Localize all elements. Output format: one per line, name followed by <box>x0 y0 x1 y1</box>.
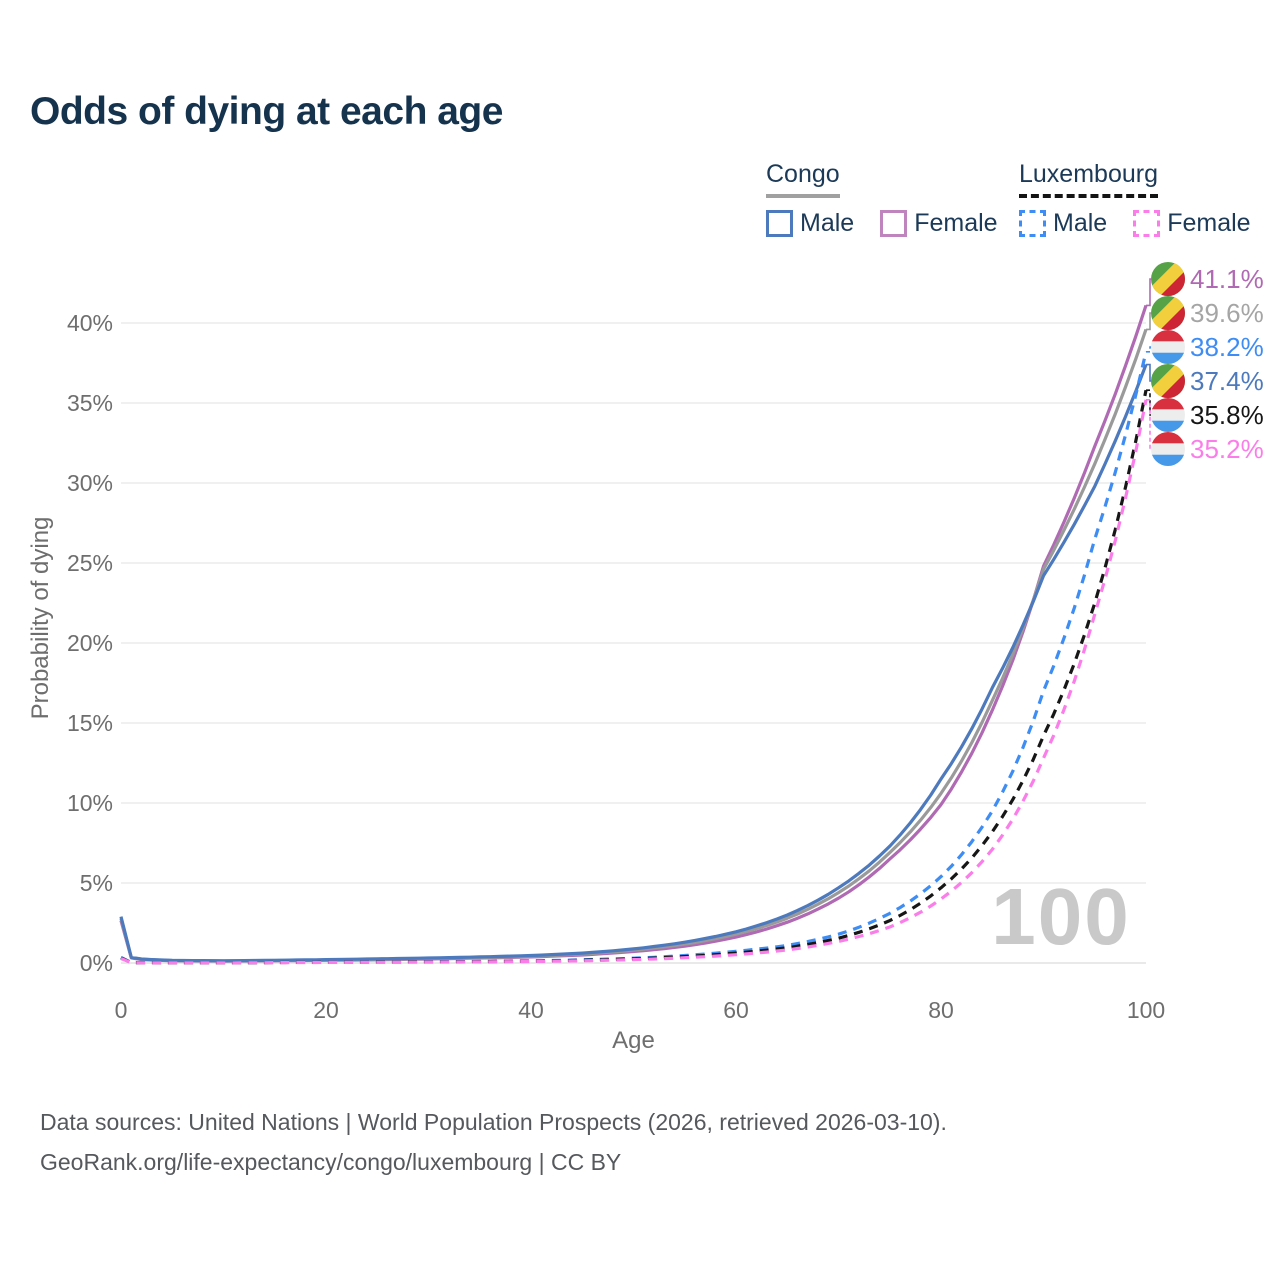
flag-part <box>1151 432 1185 444</box>
flag-part <box>1160 305 1185 330</box>
legend-title-congo[interactable]: Congo <box>766 160 840 198</box>
y-tick-label: 30% <box>67 470 113 496</box>
flag-part <box>1151 330 1185 342</box>
series-line-luxembourg-female[interactable] <box>120 399 1148 965</box>
leader-line-luxembourg-female <box>1146 399 1151 450</box>
congo-flag-icon <box>1151 262 1185 296</box>
x-axis-title: Age <box>612 1027 655 1054</box>
flag-part <box>1151 352 1185 364</box>
flag-part <box>1151 443 1185 455</box>
luxembourg-female-swatch-icon <box>1133 210 1161 237</box>
y-tick-label: 10% <box>67 790 113 816</box>
page-title: Odds of dying at each age <box>30 90 503 133</box>
y-axis-title: Probability of dying <box>27 517 54 720</box>
luxembourg-flag-icon <box>1151 432 1185 466</box>
x-tick-label: 20 <box>313 997 339 1023</box>
y-tick-label: 35% <box>67 390 113 416</box>
congo-male-swatch-icon <box>766 210 793 237</box>
flag-part <box>1151 454 1185 466</box>
y-tick-label: 15% <box>67 710 113 736</box>
end-value-label-luxembourg-both-sexes: 35.8% <box>1190 400 1264 430</box>
leader-line-luxembourg-male <box>1146 346 1151 353</box>
flag-part <box>1160 271 1185 296</box>
y-tick-label: 5% <box>80 870 113 896</box>
flag-part <box>1151 420 1185 432</box>
luxembourg-flag-icon <box>1151 330 1185 364</box>
luxembourg-flag-icon <box>1151 398 1185 432</box>
congo-flag-icon <box>1151 364 1185 398</box>
age-hover-watermark: 100 <box>991 872 1130 961</box>
leader-line-congo-both-sexes <box>1146 312 1151 331</box>
x-tick-label: 40 <box>518 997 544 1023</box>
legend-item-luxembourg-male[interactable]: Male <box>1019 209 1107 238</box>
legend-group-luxembourg: Luxembourg Male Female <box>1019 160 1251 238</box>
legend-label: Male <box>800 209 855 237</box>
y-tick-label: 25% <box>67 550 113 576</box>
end-value-label-luxembourg-female: 35.2% <box>1190 434 1264 464</box>
legend-title-luxembourg[interactable]: Luxembourg <box>1019 160 1158 198</box>
legend-group-congo: Congo Male Female <box>766 160 998 238</box>
flag-part <box>1160 373 1185 398</box>
x-tick-label: 80 <box>928 997 954 1023</box>
flag-part <box>1151 398 1185 410</box>
end-value-label-luxembourg-male: 38.2% <box>1190 332 1264 362</box>
legend-item-congo-female[interactable]: Female <box>880 209 998 238</box>
end-value-label-congo-male: 37.4% <box>1190 366 1264 396</box>
leader-line-congo-male <box>1146 363 1151 382</box>
end-value-label-congo-female: 41.1% <box>1190 264 1264 294</box>
footer-attribution: Data sources: United Nations | World Pop… <box>40 1102 947 1182</box>
series-line-congo-male[interactable] <box>119 364 1148 963</box>
congo-flag-icon <box>1151 296 1185 330</box>
leader-line-congo-female <box>1146 278 1151 307</box>
end-value-label-congo-both-sexes: 39.6% <box>1190 298 1264 328</box>
flag-part <box>1151 409 1185 421</box>
y-tick-label: 40% <box>67 310 113 336</box>
legend-label: Female <box>1167 209 1251 237</box>
x-tick-label: 60 <box>723 997 749 1023</box>
congo-female-swatch-icon <box>880 210 908 237</box>
legend-item-luxembourg-female[interactable]: Female <box>1133 209 1251 238</box>
series-line-congo-both-sexes[interactable] <box>119 328 1148 963</box>
flag-part <box>1151 341 1185 353</box>
chart: 0% 5% 10% 15% 20% 25% 30% 35% 40% 0 20 40 60 80 100 Age… <box>27 262 1264 1054</box>
legend-label: Male <box>1053 209 1108 237</box>
data-source-line: Data sources: United Nations | World Pop… <box>40 1109 947 1135</box>
x-tick-label: 0 <box>115 997 128 1023</box>
legend-label: Female <box>914 209 998 237</box>
legend-item-congo-male[interactable]: Male <box>766 209 854 238</box>
leader-line-luxembourg-both-sexes <box>1146 389 1151 416</box>
y-tick-label: 20% <box>67 630 113 656</box>
citation-line: GeoRank.org/life-expectancy/congo/luxemb… <box>40 1149 622 1175</box>
luxembourg-male-swatch-icon <box>1019 210 1046 237</box>
x-tick-label: 100 <box>1127 997 1165 1023</box>
y-tick-label: 0% <box>80 950 113 976</box>
